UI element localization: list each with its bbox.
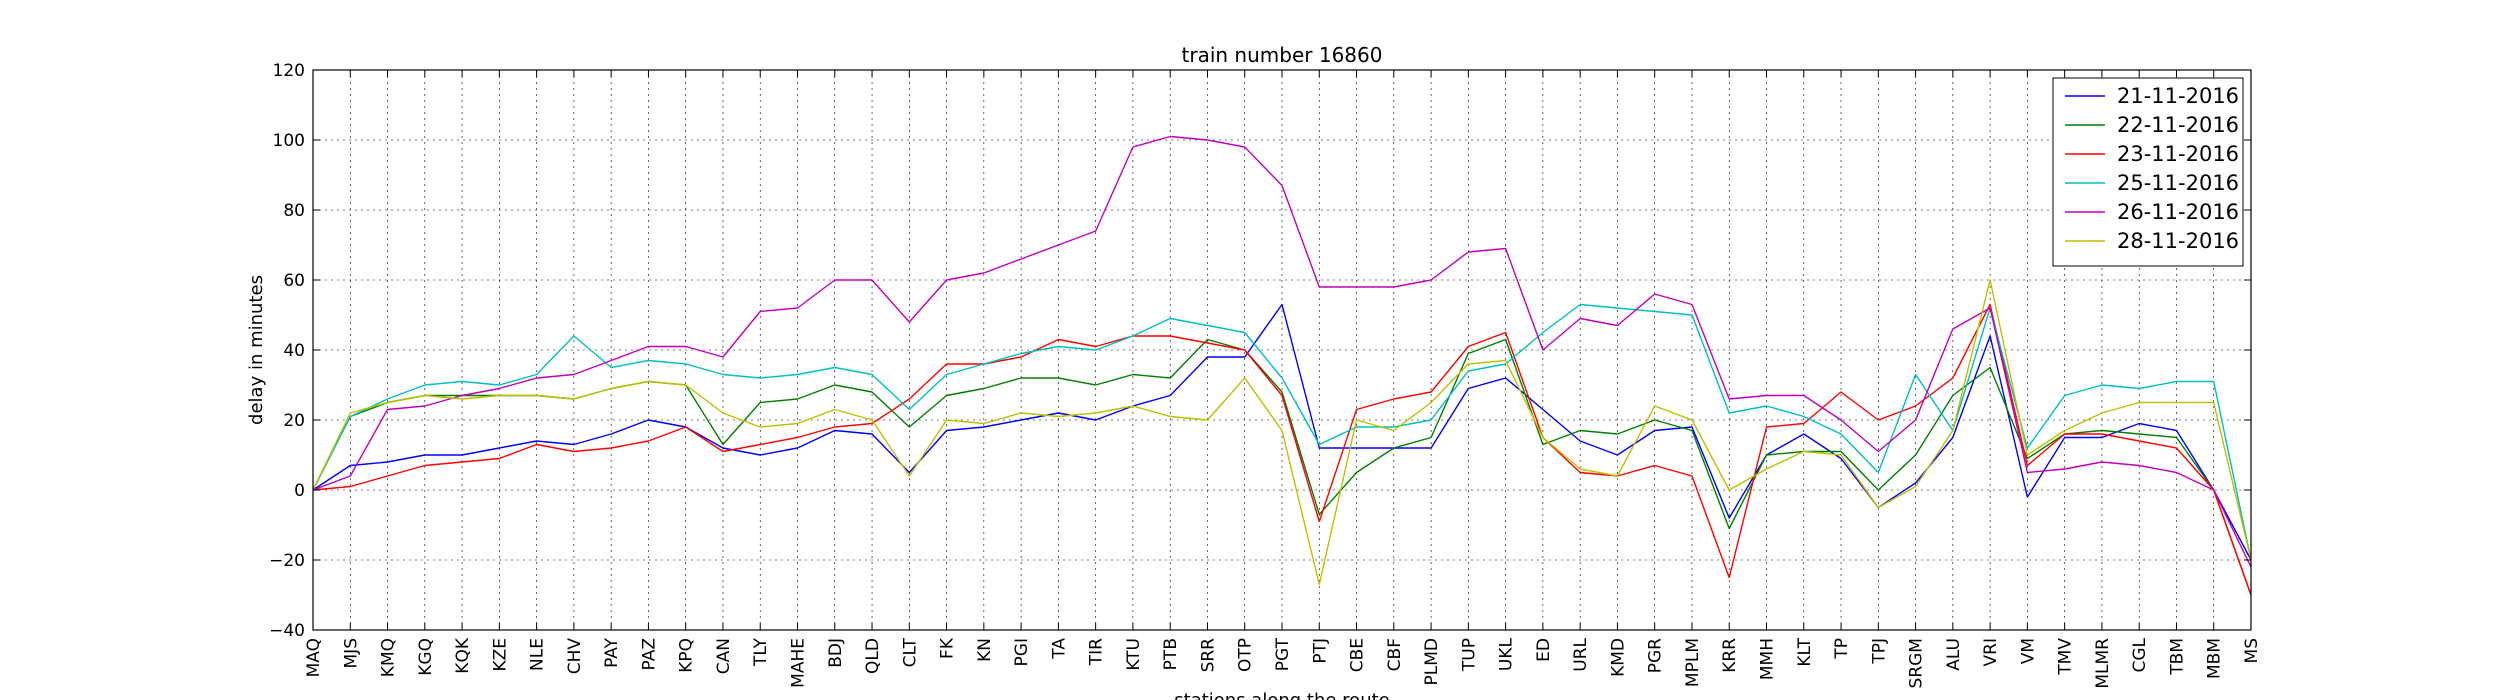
x-tick-label: SRR xyxy=(1198,638,1218,673)
legend-entry: 23-11-2016 xyxy=(2117,142,2239,166)
x-tick-label: SRGM xyxy=(1907,638,1927,688)
legend-entry: 22-11-2016 xyxy=(2117,113,2239,137)
x-tick-label: PAZ xyxy=(639,638,659,670)
x-tick-label: QLD xyxy=(863,638,883,674)
x-tick-label: ALU xyxy=(1944,638,1964,671)
x-tick-label: VM xyxy=(2018,638,2038,664)
x-tick-label: KTU xyxy=(1124,638,1144,671)
x-tick-label: KPQ xyxy=(677,638,697,673)
x-tick-label: TBM xyxy=(2167,638,2187,676)
x-tick-label: MLMR xyxy=(2093,638,2113,689)
x-tick-label: CAN xyxy=(714,638,734,674)
series-line-25-11-2016 xyxy=(312,303,2252,561)
legend-entry: 21-11-2016 xyxy=(2117,84,2239,108)
legend-entry: 26-11-2016 xyxy=(2117,200,2239,224)
x-tick-label: MAQ xyxy=(304,638,324,677)
x-tick-label: BDJ xyxy=(826,638,846,668)
x-tick-label: TLY xyxy=(751,637,771,667)
legend-entry: 28-11-2016 xyxy=(2117,229,2239,253)
x-tick-label: CBF xyxy=(1385,638,1405,671)
x-axis-label: stations along the route xyxy=(1174,690,1389,700)
legend-box xyxy=(2052,77,2244,267)
series-line-26-11-2016 xyxy=(312,135,2252,568)
x-tick-label: NLE xyxy=(528,638,548,671)
axis-ticks: −40 −20 0 20 40 60 80 100 120 MAQ MJS KMQ KGQ KQK KZE N… xyxy=(269,61,2262,689)
x-tick-label: PLMD xyxy=(1422,638,1442,685)
x-tick-label: PAY xyxy=(602,637,622,667)
y-tick-label: 120 xyxy=(273,61,305,81)
x-tick-label: KGQ xyxy=(416,638,436,676)
chart-title: train number 16860 xyxy=(1182,43,1383,67)
x-tick-label: ED xyxy=(1534,638,1554,662)
x-tick-label: CLT xyxy=(900,637,920,667)
series-layer xyxy=(312,135,2252,596)
y-tick-label: 20 xyxy=(283,411,305,431)
x-tick-label: KLT xyxy=(1795,637,1815,666)
x-tick-label: MMH xyxy=(1758,638,1778,680)
x-tick-label: PTJ xyxy=(1310,638,1330,664)
x-tick-label: TP xyxy=(1832,638,1852,660)
x-tick-label: CHV xyxy=(565,638,585,675)
y-axis-label: delay in minutes xyxy=(246,275,267,425)
series-line-28-11-2016 xyxy=(312,279,2252,586)
x-tick-label: PGT xyxy=(1273,637,1293,671)
x-tick-label: MPLM xyxy=(1683,638,1703,687)
grid-lines xyxy=(312,69,2252,631)
y-tick-label: 0 xyxy=(294,481,305,501)
x-tick-label: MBM xyxy=(2205,638,2225,679)
x-tick-label: FK xyxy=(938,637,958,659)
y-tick-label: 80 xyxy=(283,201,305,221)
x-tick-label: MAHE xyxy=(789,638,809,688)
y-tick-label: 40 xyxy=(283,341,305,361)
y-tick-label: 60 xyxy=(283,271,305,291)
x-tick-label: KQK xyxy=(453,637,473,674)
x-tick-label: MJS xyxy=(341,638,361,668)
x-tick-label: OTP xyxy=(1236,638,1256,672)
x-tick-label: CBE xyxy=(1348,638,1368,672)
x-tick-label: KMQ xyxy=(379,638,399,677)
legend: 21-11-2016 22-11-2016 23-11-2016 25-11-2016… xyxy=(2052,77,2244,267)
x-tick-label: PTB xyxy=(1161,638,1181,670)
y-tick-label: 100 xyxy=(273,131,305,151)
x-tick-label: TA xyxy=(1049,638,1069,660)
y-tick-label: −40 xyxy=(269,621,305,641)
x-tick-label: KZE xyxy=(490,638,510,672)
y-tick-label: −20 xyxy=(269,551,305,571)
x-tick-label: TMV xyxy=(2056,638,2076,676)
legend-entry: 25-11-2016 xyxy=(2117,171,2239,195)
x-tick-label: KMD xyxy=(1608,638,1628,677)
x-tick-label: CGL xyxy=(2130,637,2150,672)
x-tick-label: TUP xyxy=(1459,638,1479,672)
x-tick-label: URL xyxy=(1571,637,1591,671)
x-tick-label: VRI xyxy=(1981,638,2001,666)
x-tick-label: TPJ xyxy=(1869,638,1889,665)
x-tick-label: PGR xyxy=(1646,638,1666,673)
x-tick-label: UKL xyxy=(1497,637,1517,671)
series-line-23-11-2016 xyxy=(312,303,2252,596)
x-tick-label: KRR xyxy=(1720,638,1740,673)
x-tick-label: TIR xyxy=(1087,638,1107,666)
x-tick-label: MS xyxy=(2242,638,2262,663)
x-tick-label: PGI xyxy=(1012,638,1032,666)
x-tick-label: KN xyxy=(975,638,995,662)
